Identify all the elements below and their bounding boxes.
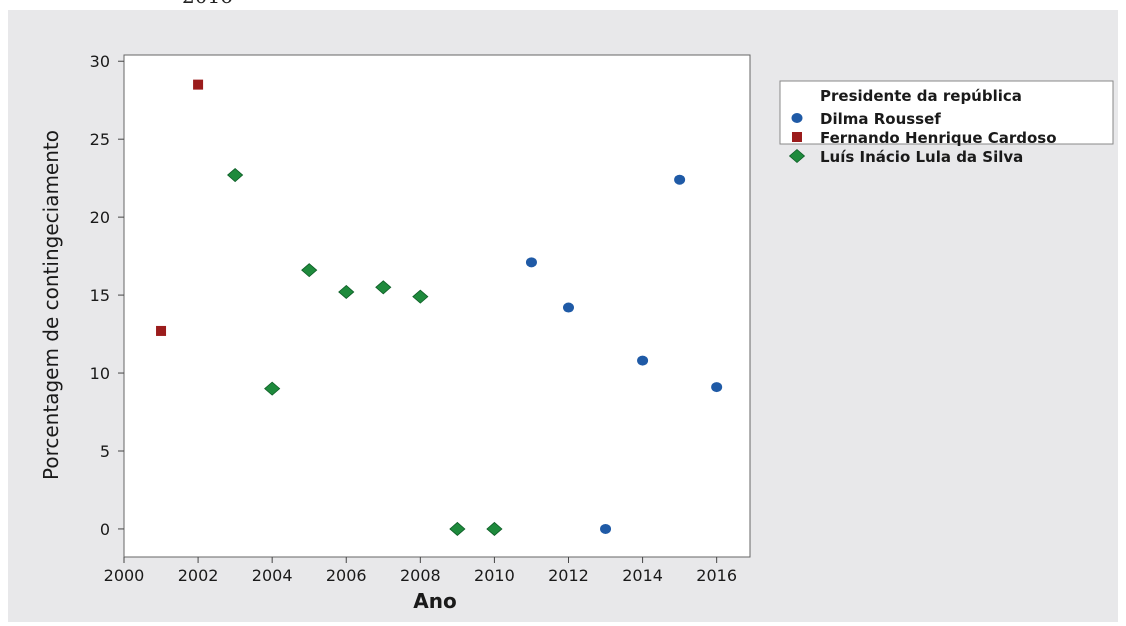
legend-title: Presidente da república [820, 87, 1022, 105]
caption-fragment: 2016 [182, 0, 233, 8]
x-tick-label: 2012 [548, 566, 589, 585]
data-point [156, 325, 167, 336]
data-point [637, 355, 649, 366]
data-point [486, 521, 503, 536]
legend-marker [791, 113, 803, 123]
data-point [600, 523, 612, 534]
x-tick-label: 2006 [326, 566, 367, 585]
x-tick-label: 2004 [252, 566, 293, 585]
x-tick-label: 2010 [474, 566, 515, 585]
data-point [525, 257, 537, 268]
y-tick-label: 30 [90, 52, 110, 71]
data-point [301, 263, 318, 278]
x-tick-label: 2008 [400, 566, 441, 585]
legend-label: Fernando Henrique Cardoso [820, 129, 1057, 147]
x-tick-label: 2016 [696, 566, 737, 585]
y-tick-label: 15 [90, 286, 110, 305]
y-tick-label: 20 [90, 208, 110, 227]
y-tick-label: 0 [100, 520, 110, 539]
data-point [711, 382, 723, 393]
data-point [562, 302, 574, 313]
data-point [449, 521, 466, 536]
y-tick-label: 10 [90, 364, 110, 383]
y-tick-label: 5 [100, 442, 110, 461]
data-point [264, 381, 281, 396]
legend: Presidente da república Dilma RoussefFer… [779, 80, 1114, 166]
data-point [674, 174, 686, 185]
data-point [338, 284, 355, 299]
y-axis-title: Porcentagem de contingeciamento [39, 130, 63, 480]
data-point [193, 79, 204, 90]
x-axis: 2000 2002 2004 2006 2008 2010 2012 2014 2016 [104, 557, 737, 585]
data-point [375, 280, 392, 295]
x-tick-label: 2014 [622, 566, 663, 585]
legend-marker [788, 148, 806, 164]
plot-area [123, 54, 751, 558]
legend-label: Luís Inácio Lula da Silva [820, 148, 1023, 166]
data-points [156, 79, 723, 536]
y-axis: 0 5 10 15 20 25 30 [90, 52, 124, 539]
legend-label: Dilma Roussef [820, 110, 941, 128]
x-tick-label: 2000 [104, 566, 145, 585]
x-axis-title: Ano [413, 589, 456, 613]
data-point [227, 168, 244, 183]
y-tick-label: 25 [90, 130, 110, 149]
legend-box [779, 80, 1114, 145]
x-tick-label: 2002 [178, 566, 219, 585]
legend-marker [792, 132, 802, 142]
data-point [412, 289, 429, 304]
